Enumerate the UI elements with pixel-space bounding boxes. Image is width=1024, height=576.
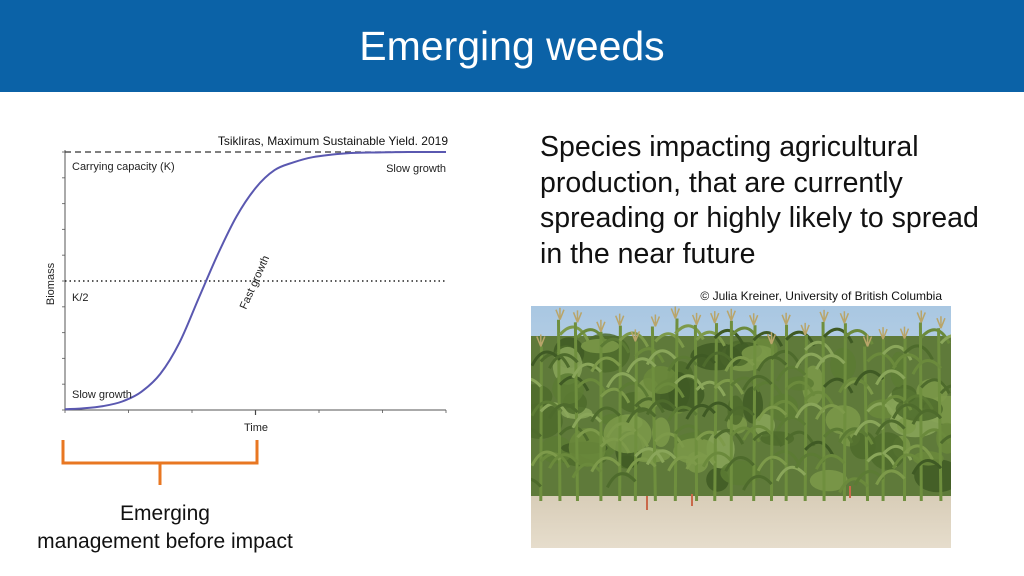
corn-plant — [756, 312, 816, 502]
x-axis-ticks — [64, 410, 447, 415]
slide-title: Emerging weeds — [359, 22, 665, 69]
corn-stalks — [531, 306, 951, 502]
cornfield-illustration — [531, 306, 951, 548]
chart-svg: Tsikliras, Maximum Sustainable Yield. 20… — [45, 134, 448, 434]
note-line-1: Emerging — [120, 502, 210, 525]
corn-plant — [667, 312, 726, 502]
chart-source: Tsikliras, Maximum Sustainable Yield. 20… — [218, 134, 448, 148]
half-capacity-label: K/2 — [72, 292, 89, 304]
cornfield-photo — [531, 306, 951, 548]
fast-growth-label: Fast growth — [238, 254, 272, 311]
foliage-blob — [741, 345, 775, 362]
definition-text: Species impacting agricultural productio… — [540, 131, 979, 270]
foliage-blob — [825, 405, 861, 435]
x-axis-label: Time — [244, 422, 268, 434]
foliage-blob — [830, 347, 856, 382]
photo-credit: © Julia Kreiner, University of British C… — [700, 289, 942, 303]
y-axis-label: Biomass — [45, 262, 57, 305]
emerging-period-bracket — [61, 440, 259, 485]
slow-growth-start-label: Slow growth — [72, 389, 132, 401]
foliage-blob — [768, 393, 798, 422]
corn-plant — [590, 313, 650, 502]
logistic-growth-chart: Tsikliras, Maximum Sustainable Yield. 20… — [30, 122, 460, 442]
corn-plant — [775, 322, 835, 502]
slide-header: Emerging weeds — [0, 0, 1024, 92]
corn-plant — [911, 316, 951, 502]
field-markers — [646, 486, 851, 510]
foliage-blob — [643, 366, 679, 394]
foliage-blob — [742, 386, 763, 424]
slow-growth-end-label: Slow growth — [386, 163, 446, 175]
foliage-blob — [809, 469, 848, 492]
carrying-capacity-label: Carrying capacity (K) — [72, 161, 175, 173]
note-line-2: management before impact — [37, 530, 293, 553]
corn-plant — [606, 329, 665, 502]
corn-plant — [645, 306, 705, 502]
biomass-curve — [64, 151, 446, 411]
emerging-note: Emerging management before impact — [15, 500, 315, 556]
foliage-blob — [897, 417, 916, 434]
